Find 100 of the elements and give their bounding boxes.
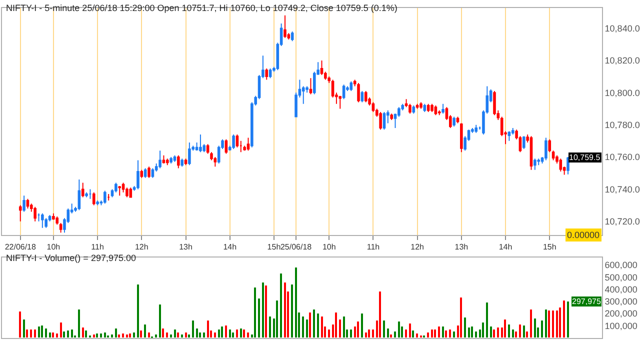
bar <box>438 326 440 338</box>
bar <box>258 298 260 338</box>
bar <box>497 328 499 338</box>
y-tick-label: 10,780.0 <box>604 120 640 130</box>
bar <box>214 332 216 338</box>
bar <box>379 292 381 338</box>
bar <box>284 282 286 338</box>
bar <box>534 318 536 338</box>
candlestick <box>430 103 434 112</box>
bar <box>199 332 201 338</box>
bar <box>445 330 447 338</box>
bar <box>243 330 245 338</box>
y-tick-label: 400,000 <box>604 284 638 294</box>
bar <box>387 328 389 338</box>
x-tick-label: 11h <box>366 242 380 252</box>
bar <box>93 334 95 338</box>
bar <box>170 334 172 338</box>
candlestick <box>232 134 235 150</box>
bar <box>335 312 337 338</box>
candlestick <box>140 169 144 178</box>
bar <box>82 328 84 338</box>
bar <box>166 332 168 338</box>
bar <box>60 322 62 338</box>
bar <box>262 282 264 338</box>
bar <box>567 302 569 338</box>
candlestick <box>177 154 180 169</box>
bar <box>67 330 69 338</box>
bar <box>416 334 418 338</box>
bar <box>129 334 131 338</box>
bar <box>276 300 278 338</box>
candlestick <box>129 187 132 198</box>
bar <box>512 330 514 338</box>
bar <box>63 332 65 338</box>
bar <box>30 330 32 338</box>
bar <box>464 318 466 338</box>
bar <box>85 330 87 338</box>
candlestick <box>442 103 444 114</box>
bar <box>265 286 267 338</box>
candlestick <box>151 168 154 178</box>
candlestick <box>390 113 393 121</box>
bar <box>207 320 209 338</box>
bar <box>545 310 547 338</box>
candlestick <box>552 150 555 161</box>
candlestick <box>382 111 386 130</box>
bar <box>486 302 488 338</box>
candlestick <box>420 102 422 110</box>
bar <box>523 326 525 338</box>
x-tick-label: 25/06/18 <box>280 242 312 252</box>
bar <box>185 332 187 338</box>
candlestick <box>81 182 84 198</box>
candlestick <box>522 136 526 150</box>
bar <box>23 320 25 338</box>
candlestick <box>379 111 382 130</box>
bar <box>343 316 345 338</box>
candlestick <box>18 204 22 222</box>
bar <box>291 284 293 338</box>
bar <box>442 326 444 338</box>
candlestick <box>559 158 562 172</box>
bar <box>26 330 28 338</box>
bar <box>515 332 517 338</box>
candlestick <box>162 154 166 164</box>
candlestick <box>78 179 81 211</box>
bar <box>100 334 102 338</box>
bar <box>405 330 407 338</box>
candlestick <box>118 185 122 196</box>
bar <box>104 332 106 338</box>
candlestick <box>474 124 478 134</box>
bar <box>434 330 436 338</box>
bar <box>394 332 396 338</box>
bar <box>34 330 36 338</box>
candlestick <box>544 137 548 161</box>
bar <box>306 320 308 338</box>
bar <box>412 330 414 338</box>
bar <box>236 330 238 338</box>
bar <box>317 314 319 338</box>
candlestick <box>452 116 456 127</box>
bar <box>368 330 370 338</box>
bar <box>188 334 190 338</box>
bar <box>541 320 543 338</box>
annotation: 0.00000 <box>567 230 600 240</box>
candlestick <box>52 212 55 220</box>
bar <box>144 324 146 338</box>
bar <box>321 316 323 338</box>
candlestick <box>493 90 496 116</box>
candlestick <box>144 168 147 178</box>
annotation: 10,759.5 <box>569 153 601 162</box>
y-tick-label: 10,720.0 <box>604 216 640 227</box>
candlestick <box>85 192 88 198</box>
candlestick <box>508 130 511 142</box>
bar <box>78 310 80 338</box>
x-tick-label: 11h <box>91 242 104 252</box>
x-tick-label: 15h <box>542 242 556 252</box>
candlestick <box>184 158 188 166</box>
bar <box>232 332 234 338</box>
candlestick <box>265 68 268 80</box>
bar <box>453 332 455 338</box>
bar <box>192 320 194 338</box>
bar <box>552 310 554 338</box>
candlestick <box>438 110 441 116</box>
bar <box>328 330 330 338</box>
